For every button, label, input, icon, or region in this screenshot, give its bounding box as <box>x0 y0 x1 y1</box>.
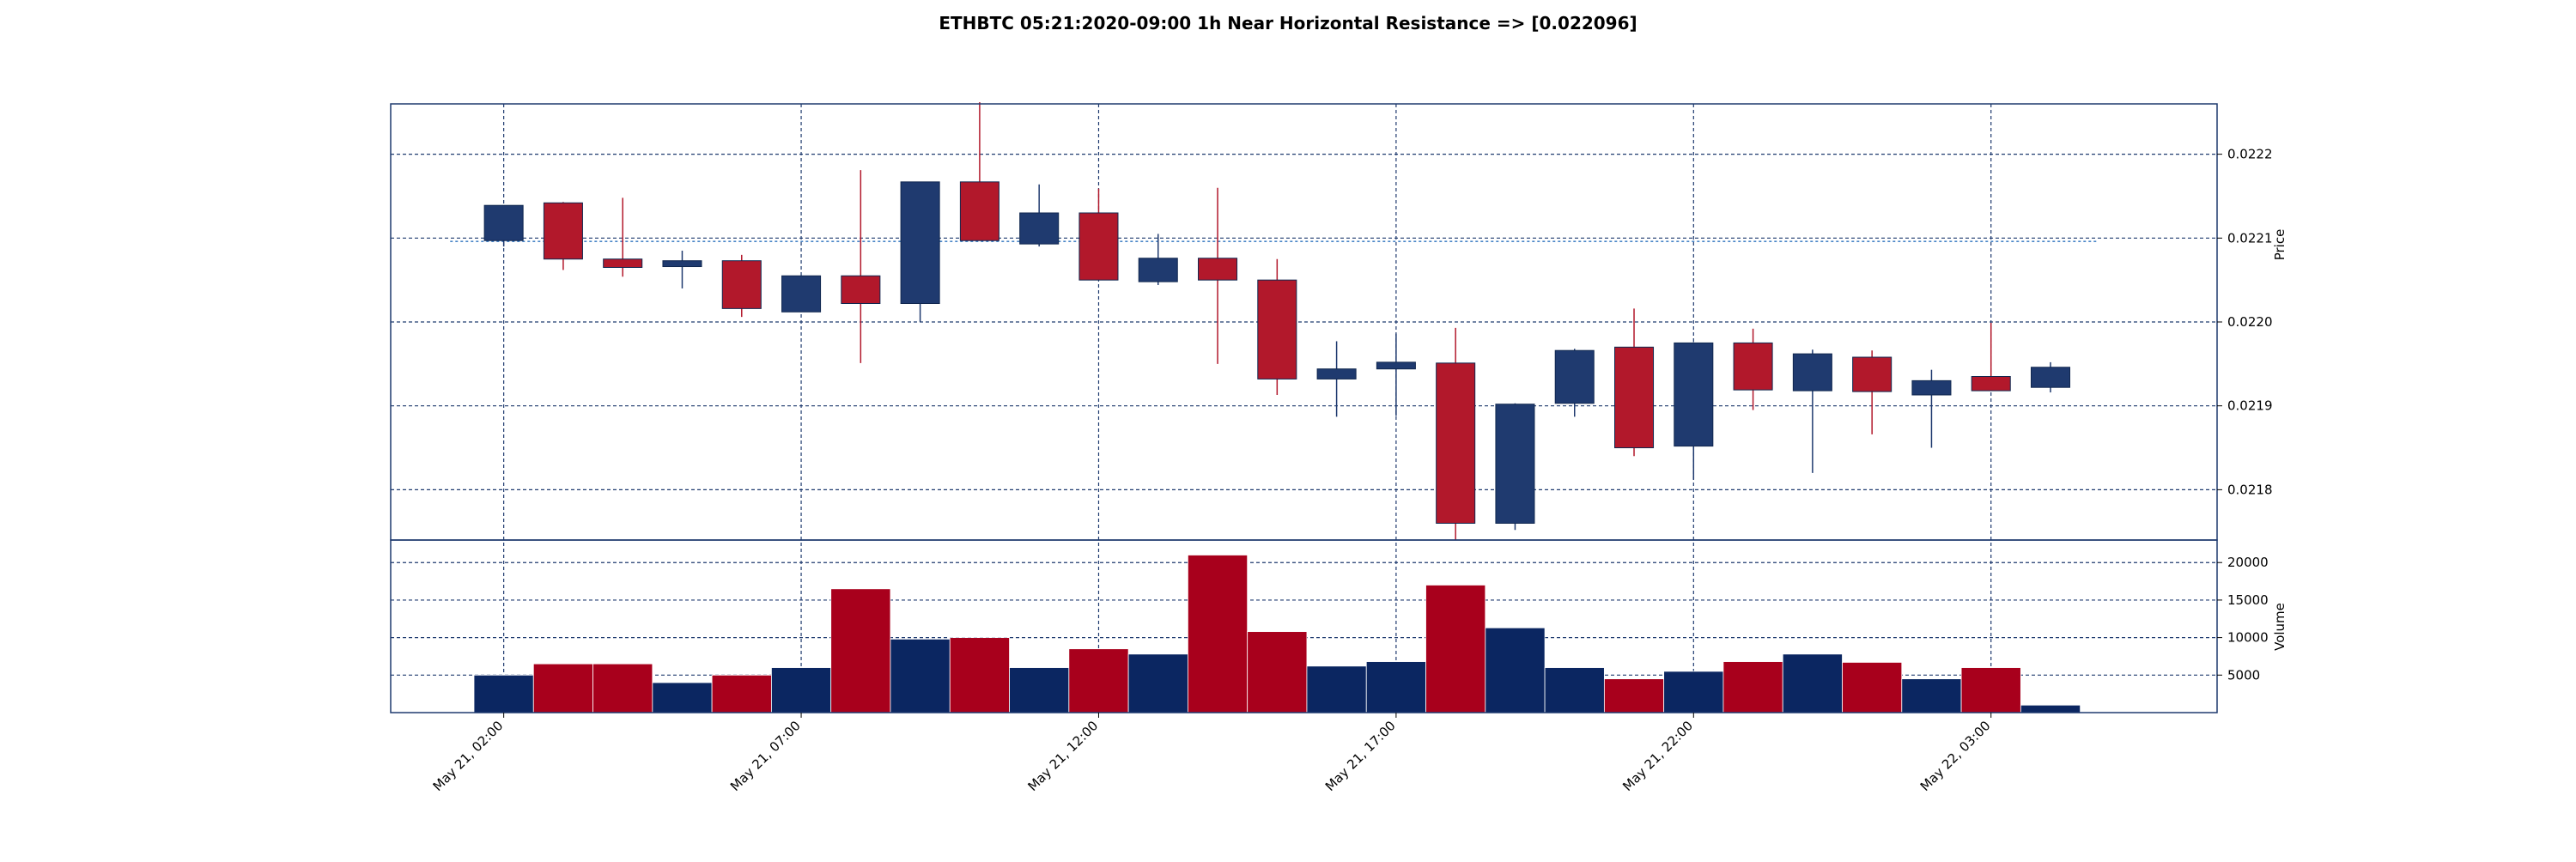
candle-body <box>1138 258 1178 282</box>
volume-tick-label: 5000 <box>2227 667 2260 683</box>
volume-bar <box>1247 631 1308 713</box>
volume-bar <box>2020 704 2081 713</box>
x-tick-label: May 21, 12:00 <box>1024 718 1101 794</box>
candle-body <box>1971 376 2011 392</box>
volume-tick-label: 15000 <box>2227 592 2269 608</box>
candle-body <box>1198 258 1238 281</box>
candle-body <box>1733 342 1773 391</box>
volume-axis-label: Volume <box>2272 603 2287 651</box>
candle-body <box>781 275 822 313</box>
candle-body <box>721 260 762 309</box>
candle-body <box>841 275 881 305</box>
volume-bar <box>592 663 653 713</box>
x-tick-label: May 21, 17:00 <box>1322 718 1399 794</box>
candle-body <box>1614 346 1655 449</box>
volume-bar <box>1425 585 1486 713</box>
candle-body <box>1495 404 1535 524</box>
volume-bar <box>1722 661 1783 713</box>
chart-title: ETHBTC 05:21:2020-09:00 1h Near Horizont… <box>939 13 1637 33</box>
candle-body <box>1019 212 1060 245</box>
price-tick-label: 0.0222 <box>2227 147 2273 162</box>
x-tick-label: May 21, 02:00 <box>430 718 507 794</box>
volume-bar <box>1603 678 1665 713</box>
candle-body <box>959 181 999 241</box>
volume-tick-label: 10000 <box>2227 630 2269 646</box>
volume-bar <box>1782 653 1843 713</box>
candle-body <box>1792 353 1832 392</box>
volume-bar <box>473 674 534 713</box>
volume-bar <box>1068 648 1129 713</box>
x-tick-label: May 21, 22:00 <box>1619 718 1696 794</box>
candle-body <box>2030 367 2071 388</box>
price-axis-label: Price <box>2272 229 2287 261</box>
volume-bar <box>1901 678 1962 713</box>
volume-bar <box>771 667 832 713</box>
volume-bar <box>1842 662 1903 713</box>
candle-body <box>1376 361 1416 370</box>
volume-bar <box>1306 665 1367 713</box>
volume-bar <box>1009 667 1070 713</box>
candle-body <box>1554 349 1595 404</box>
volume-bar <box>890 638 951 713</box>
candle-bodies <box>483 181 2071 524</box>
candle-body <box>543 202 583 260</box>
volume-bar <box>1187 555 1249 713</box>
volume-bar <box>1663 671 1724 713</box>
candle-body <box>1257 279 1297 379</box>
price-tick-label: 0.0218 <box>2227 482 2273 497</box>
candle-body <box>1674 342 1714 447</box>
volume-tick-label: 20000 <box>2227 555 2269 570</box>
volume-bar <box>949 637 1010 713</box>
x-tick-label: May 22, 03:00 <box>1917 718 1994 794</box>
volume-bar <box>1485 627 1546 713</box>
volume-bars <box>473 555 2081 713</box>
volume-bar <box>1127 653 1188 713</box>
volume-panel-frame <box>390 539 2218 713</box>
volume-bar <box>1544 667 1605 713</box>
price-tick-label: 0.0219 <box>2227 398 2273 414</box>
candle-body <box>900 181 940 305</box>
candle-body <box>1436 362 1476 524</box>
candle-body <box>483 204 524 241</box>
volume-bar <box>652 682 713 713</box>
candle-body <box>1911 379 1952 396</box>
volume-bar <box>1960 667 2021 713</box>
candle-body <box>1316 368 1357 379</box>
candle-body <box>1078 212 1119 281</box>
volume-bar <box>711 674 772 713</box>
candle-body <box>1852 356 1893 392</box>
volume-bar <box>830 588 891 713</box>
grid-lines <box>391 104 2217 713</box>
volume-bar <box>1365 661 1426 713</box>
candle-body <box>603 258 643 269</box>
x-tick-label: May 21, 07:00 <box>727 718 804 794</box>
price-tick-label: 0.0220 <box>2227 314 2273 330</box>
candle-body <box>662 260 702 268</box>
volume-bar <box>532 663 593 713</box>
price-tick-label: 0.0221 <box>2227 230 2273 246</box>
